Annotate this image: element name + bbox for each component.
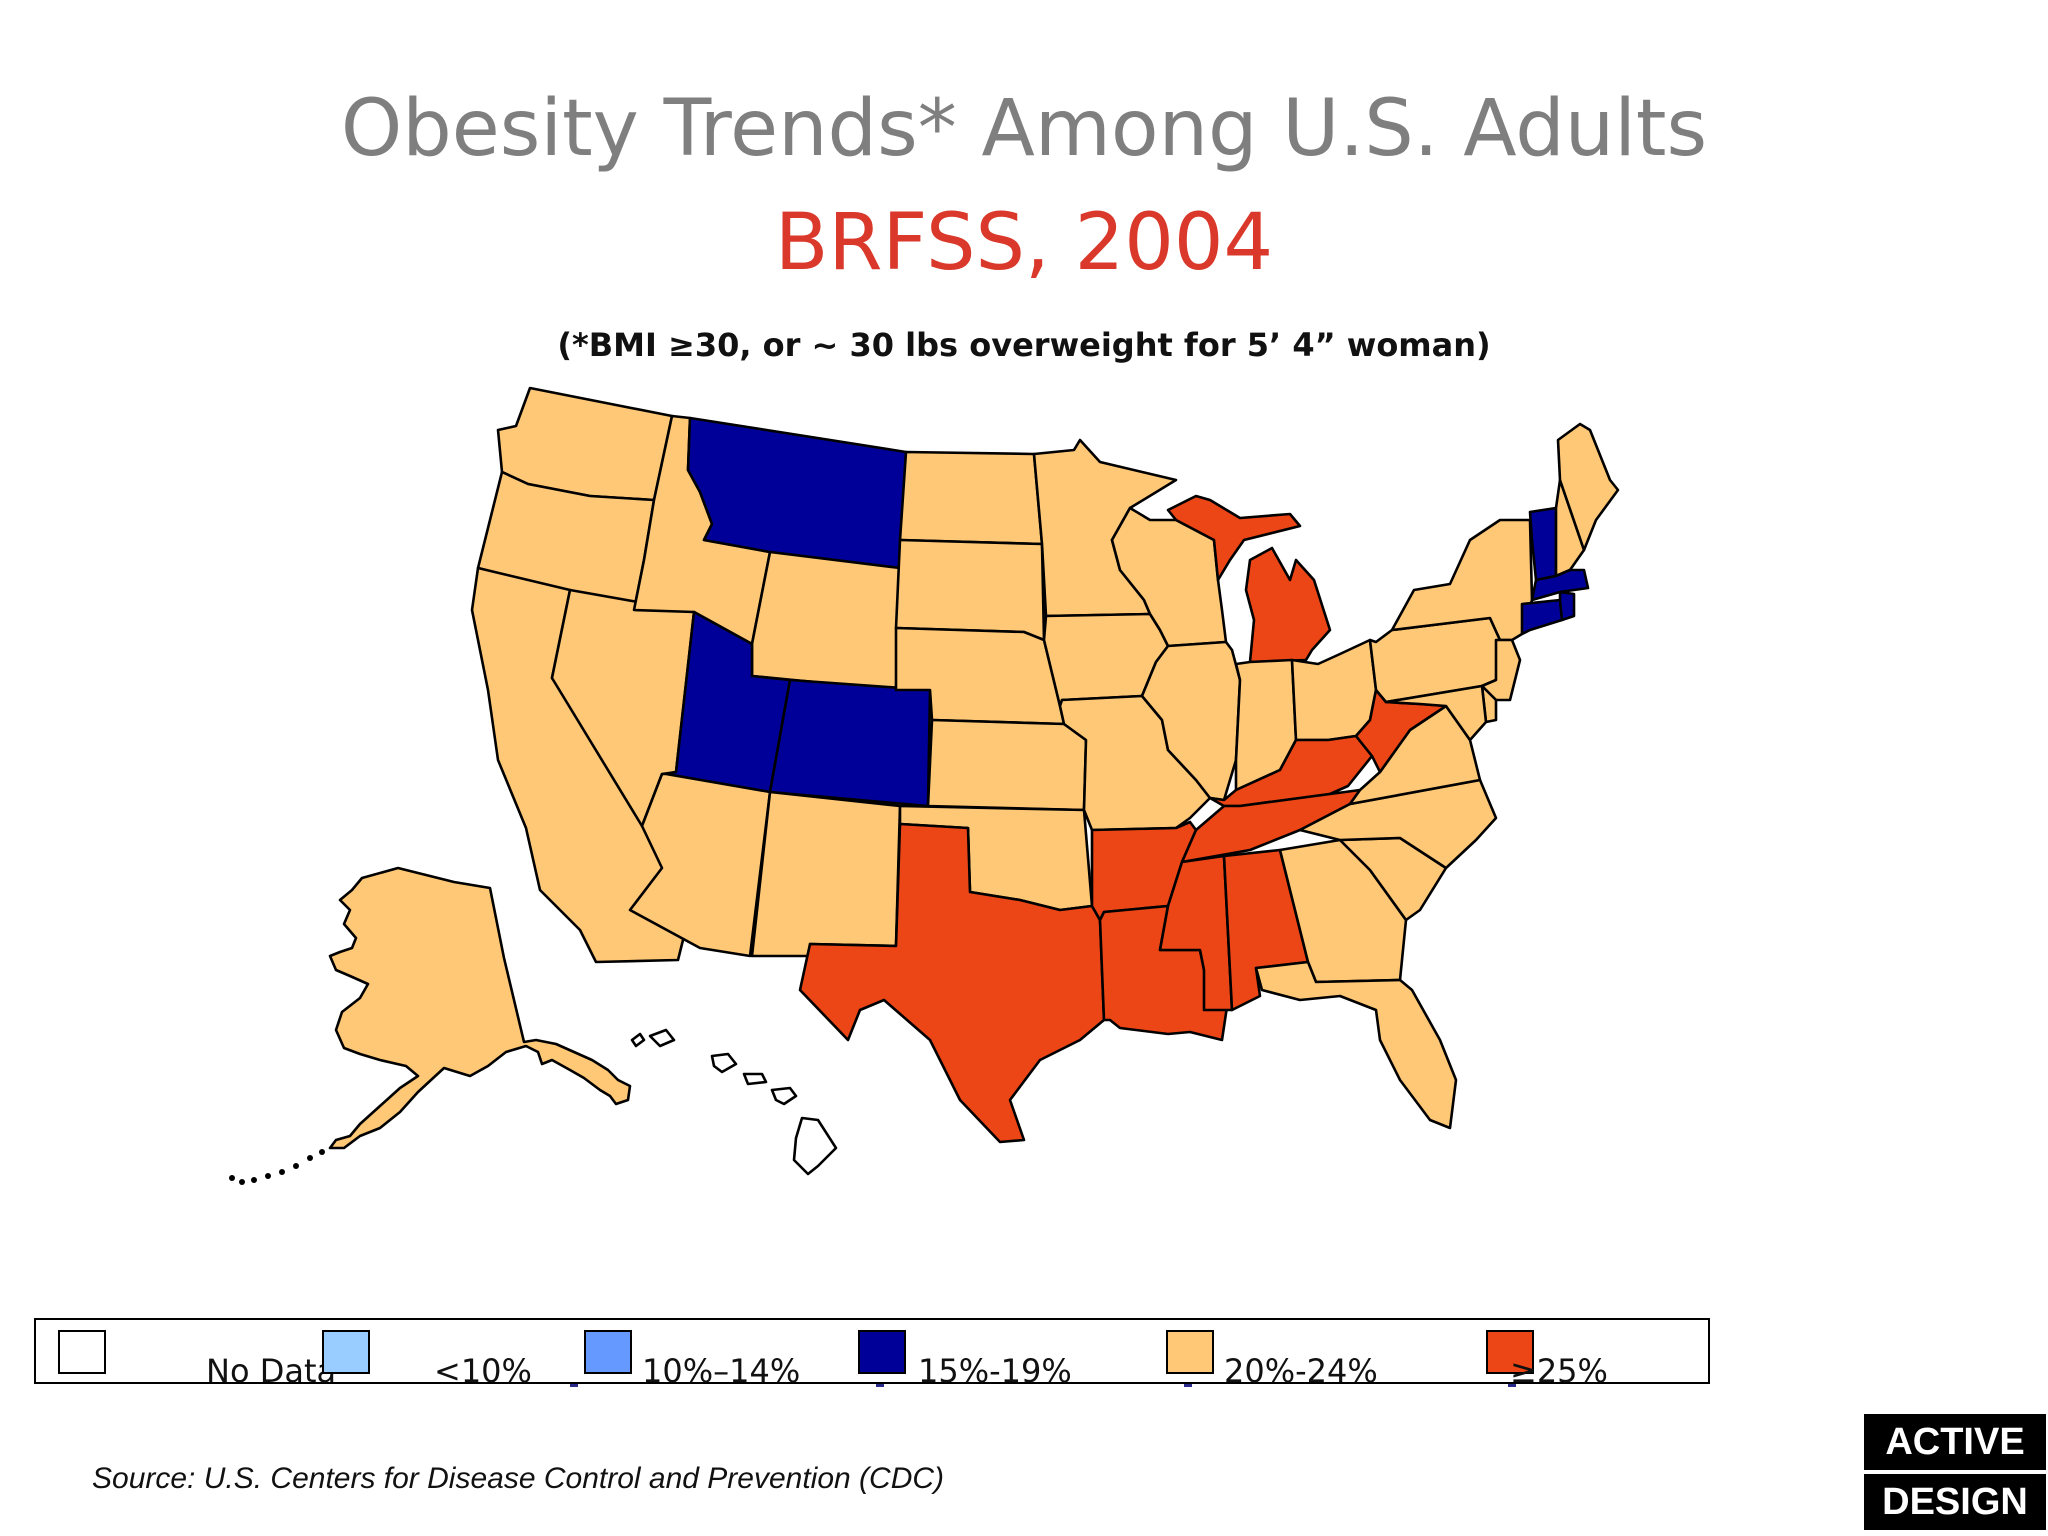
source-note: Source: U.S. Centers for Disease Control…: [92, 1462, 945, 1495]
legend-swatch-25-plus: [1486, 1330, 1534, 1374]
state-WI: [1110, 506, 1228, 648]
logo-line-2: DESIGN: [1864, 1470, 2046, 1530]
state-VT: [1528, 506, 1558, 582]
state-KY: [1208, 734, 1374, 808]
state-NM: [750, 790, 902, 958]
legend-label-15-19: 15%-19%: [918, 1352, 1072, 1390]
state-MD: [1384, 684, 1488, 742]
page-subtitle: BRFSS, 2004: [774, 198, 1274, 288]
state-HI-maui: [770, 1086, 798, 1106]
legend-label-25-plus: ≥25%: [1510, 1352, 1608, 1390]
state-RI: [1558, 590, 1576, 622]
state-MI-lower: [1244, 546, 1332, 664]
state-AK: [328, 866, 632, 1150]
state-KS: [926, 718, 1088, 812]
state-CT: [1520, 598, 1564, 636]
legend-swatch-20-24: [1166, 1330, 1214, 1374]
state-MA: [1530, 568, 1590, 602]
state-ME: [1556, 422, 1620, 552]
state-NC: [1298, 778, 1498, 870]
legend-label-under-10: <10%: [434, 1352, 532, 1390]
aleutian-islands: [229, 1149, 325, 1185]
page-title: Obesity Trends* Among U.S. Adults: [340, 84, 1708, 174]
state-NY: [1390, 518, 1534, 642]
legend: No Data <10% 10%–14% 15%-19% 20%-24% ≥25…: [34, 1318, 1710, 1390]
state-HI-oahu: [742, 1072, 768, 1086]
logo-line-1: ACTIVE: [1885, 1421, 2025, 1463]
legend-swatch-10-14: [584, 1330, 632, 1374]
bmi-note: (*BMI ≥30, or ~ 30 lbs overweight for 5’…: [557, 326, 1491, 364]
state-CO: [768, 678, 932, 808]
legend-dash: [1184, 1384, 1192, 1387]
legend-swatch-no-data: [58, 1330, 106, 1374]
legend-dash: [570, 1384, 578, 1387]
state-HI-small: [630, 1032, 646, 1048]
legend-label-20-24: 20%-24%: [1224, 1352, 1378, 1390]
legend-dash: [1508, 1384, 1516, 1387]
state-HI-bigisland: [792, 1116, 838, 1176]
state-MI: [1166, 494, 1302, 582]
us-obesity-map: [229, 386, 1620, 1185]
state-HI-kauai: [710, 1052, 738, 1074]
state-NJ: [1480, 638, 1522, 702]
state-WY: [750, 550, 902, 692]
legend-swatch-under-10: [322, 1330, 370, 1374]
state-NH: [1554, 478, 1586, 578]
legend-dash: [876, 1384, 884, 1387]
state-HI-niihau: [648, 1028, 676, 1048]
state-FL: [1254, 960, 1458, 1130]
state-ND: [898, 450, 1044, 546]
legend-label-no-data: No Data: [206, 1352, 337, 1390]
active-design-logo: ACTIVE DESIGN: [1864, 1414, 2046, 1530]
state-TX: [798, 822, 1106, 1144]
legend-label-10-14: 10%–14%: [642, 1352, 801, 1390]
state-SD: [894, 538, 1046, 642]
legend-swatch-15-19: [858, 1330, 906, 1374]
